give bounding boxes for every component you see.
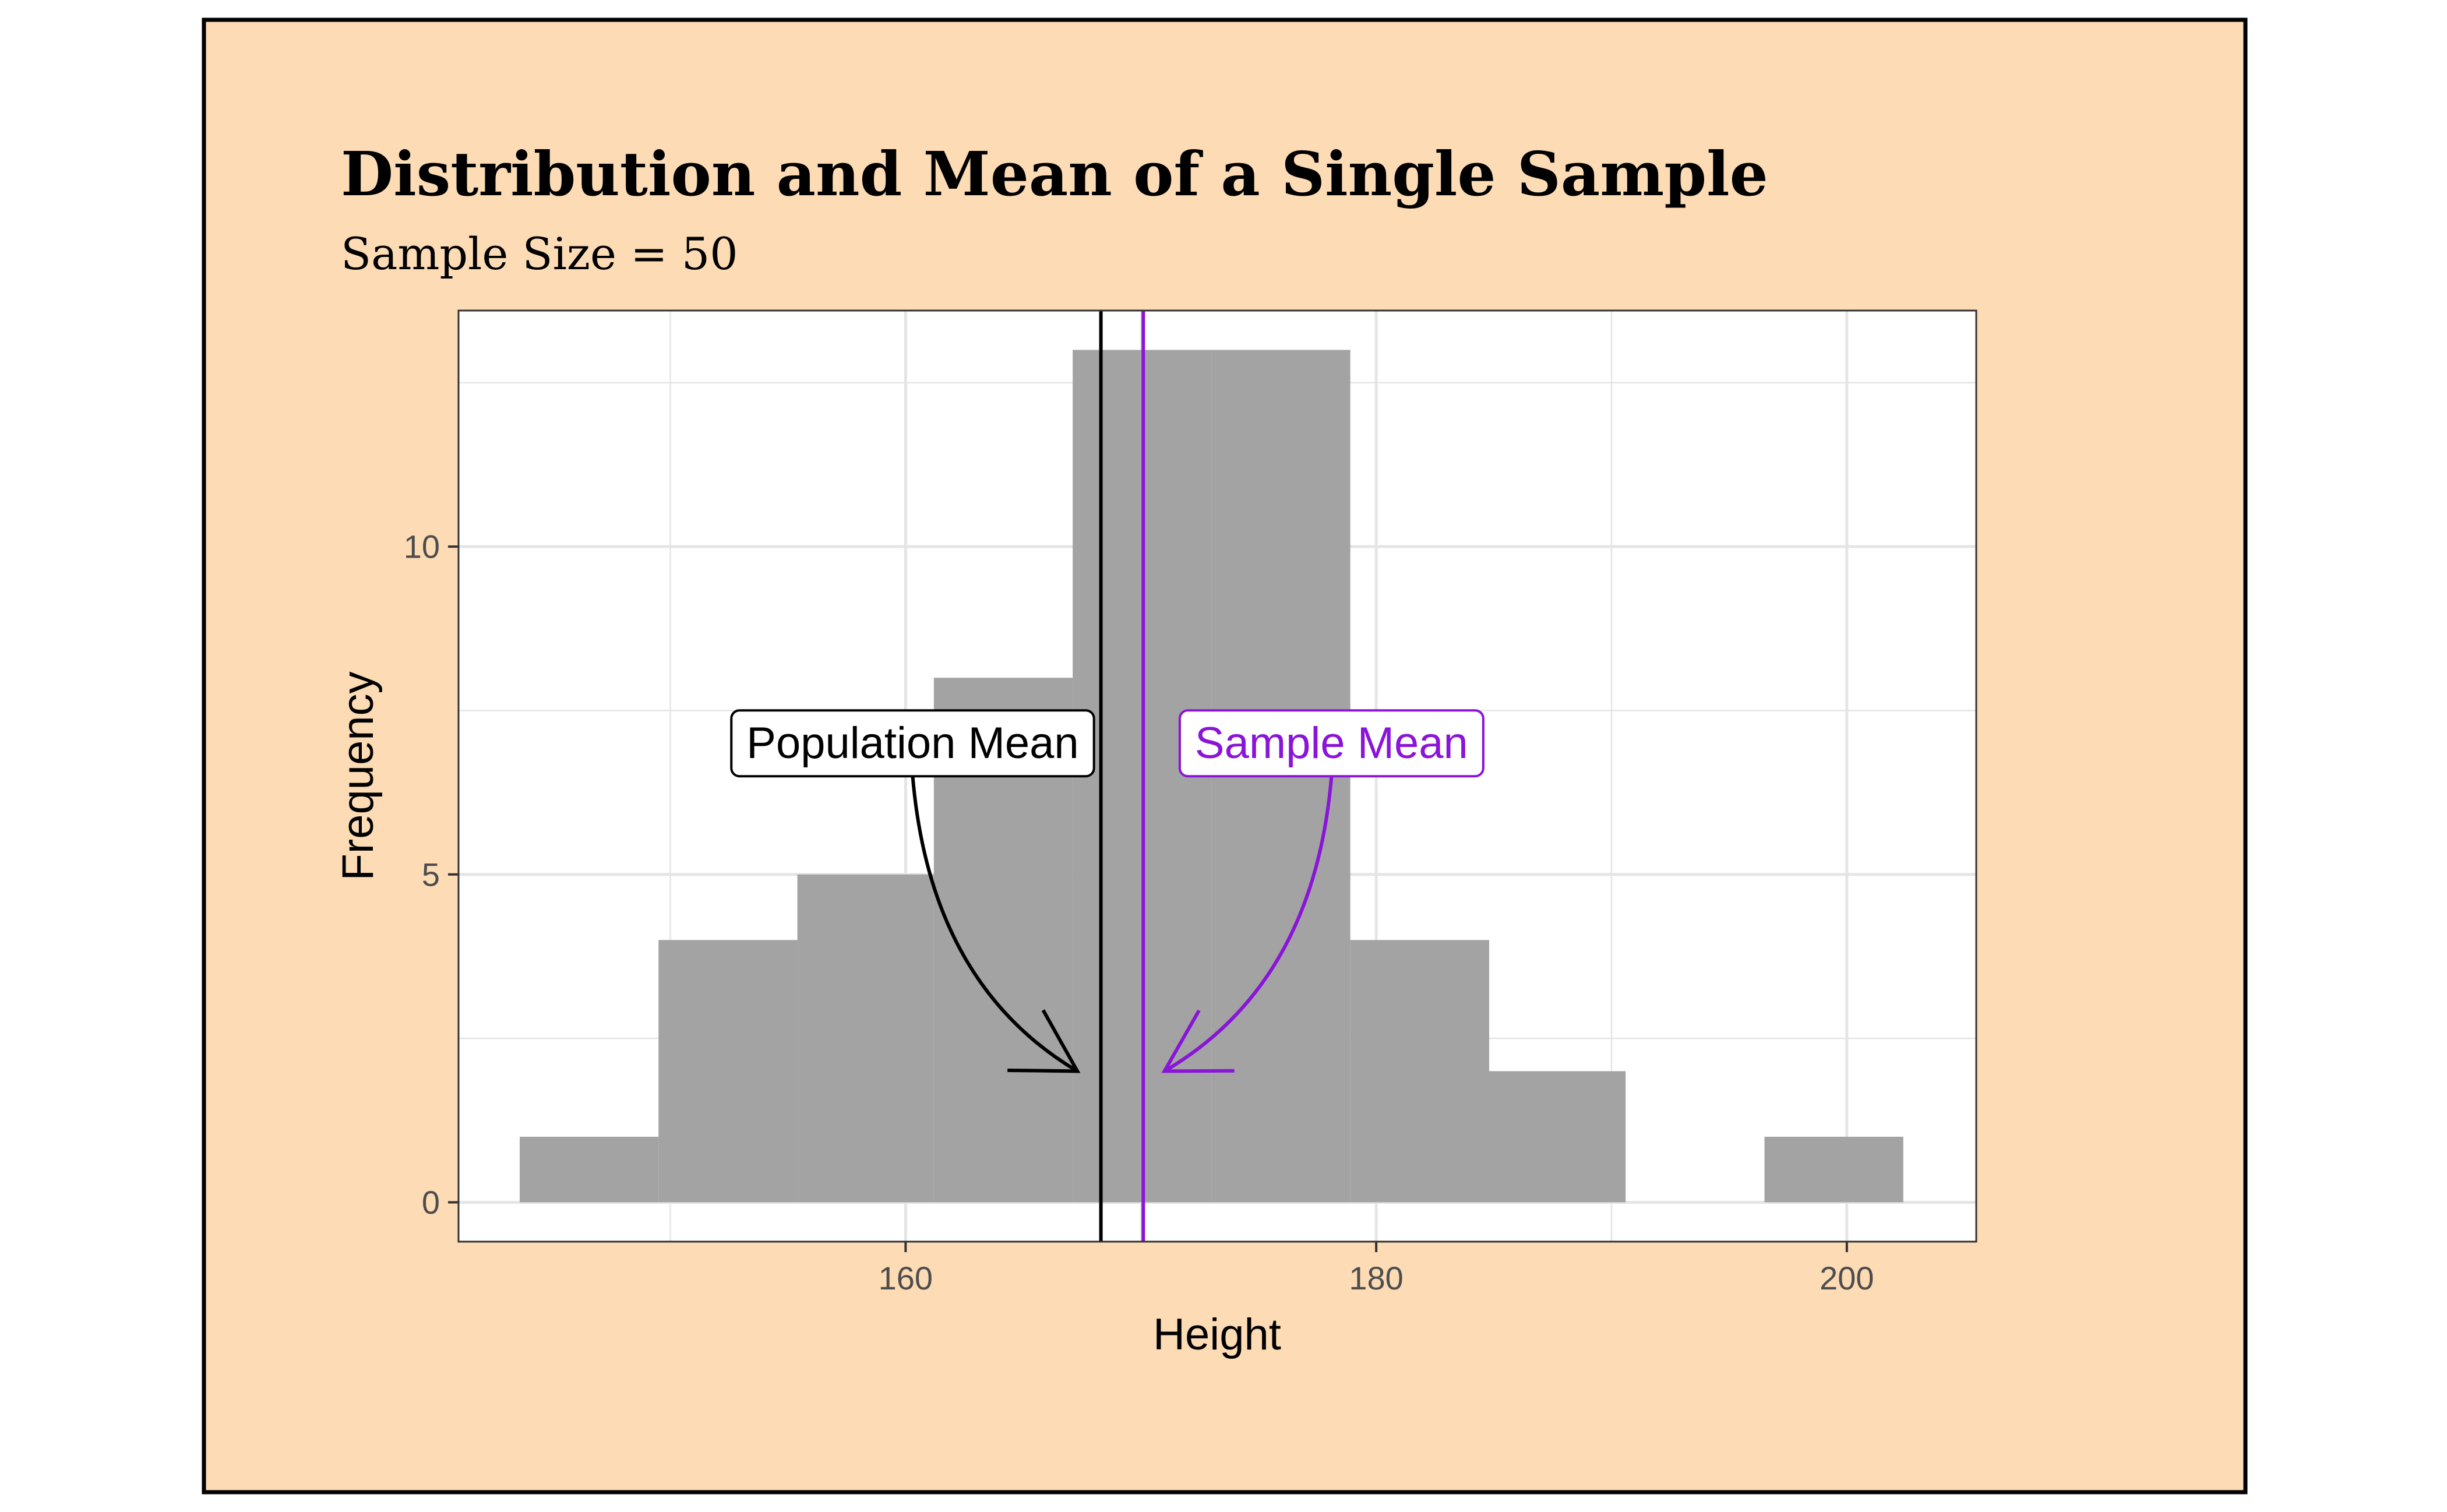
reference-lines — [1099, 311, 1145, 1242]
annotation-label-text: Sample Mean — [1195, 718, 1468, 768]
histogram-bar — [797, 874, 934, 1203]
annotations: Population Mean Sample Mean — [730, 709, 1485, 1073]
annotation-arrowhead — [1007, 1009, 1081, 1073]
histogram-bar — [1489, 1071, 1626, 1203]
annotation-label: Sample Mean — [1178, 709, 1485, 778]
annotation-label: Population Mean — [730, 709, 1095, 778]
histogram-bar — [1350, 940, 1489, 1203]
annotation-arrowhead — [1161, 1009, 1235, 1073]
annotation-label-box — [730, 709, 1095, 778]
annotation-label-text: Population Mean — [746, 718, 1078, 768]
axes: 160 180 200 0 5 10 — [404, 528, 1874, 1296]
histogram-bar — [520, 1136, 659, 1203]
histogram-bar — [1764, 1136, 1903, 1203]
chart-subtitle: Sample Size = 50 — [341, 228, 738, 280]
annotation-label-box — [1178, 709, 1485, 778]
panel-frame — [457, 309, 1977, 1243]
y-tick-label: 5 — [422, 856, 440, 893]
y-axis-title: Frequency — [333, 671, 383, 880]
x-tick-label: 180 — [1349, 1260, 1403, 1296]
histogram-bar — [658, 940, 798, 1203]
chart-title: Distribution and Mean of a Single Sample — [341, 138, 1768, 210]
x-tick-label: 200 — [1820, 1260, 1874, 1296]
annotation-arrow — [911, 776, 1078, 1073]
annotation-arrow — [1163, 776, 1334, 1073]
x-axis-title: Height — [1153, 1310, 1281, 1359]
y-tick-label: 10 — [404, 528, 440, 565]
x-tick-label: 160 — [879, 1260, 933, 1296]
y-tick-label: 0 — [422, 1184, 440, 1221]
